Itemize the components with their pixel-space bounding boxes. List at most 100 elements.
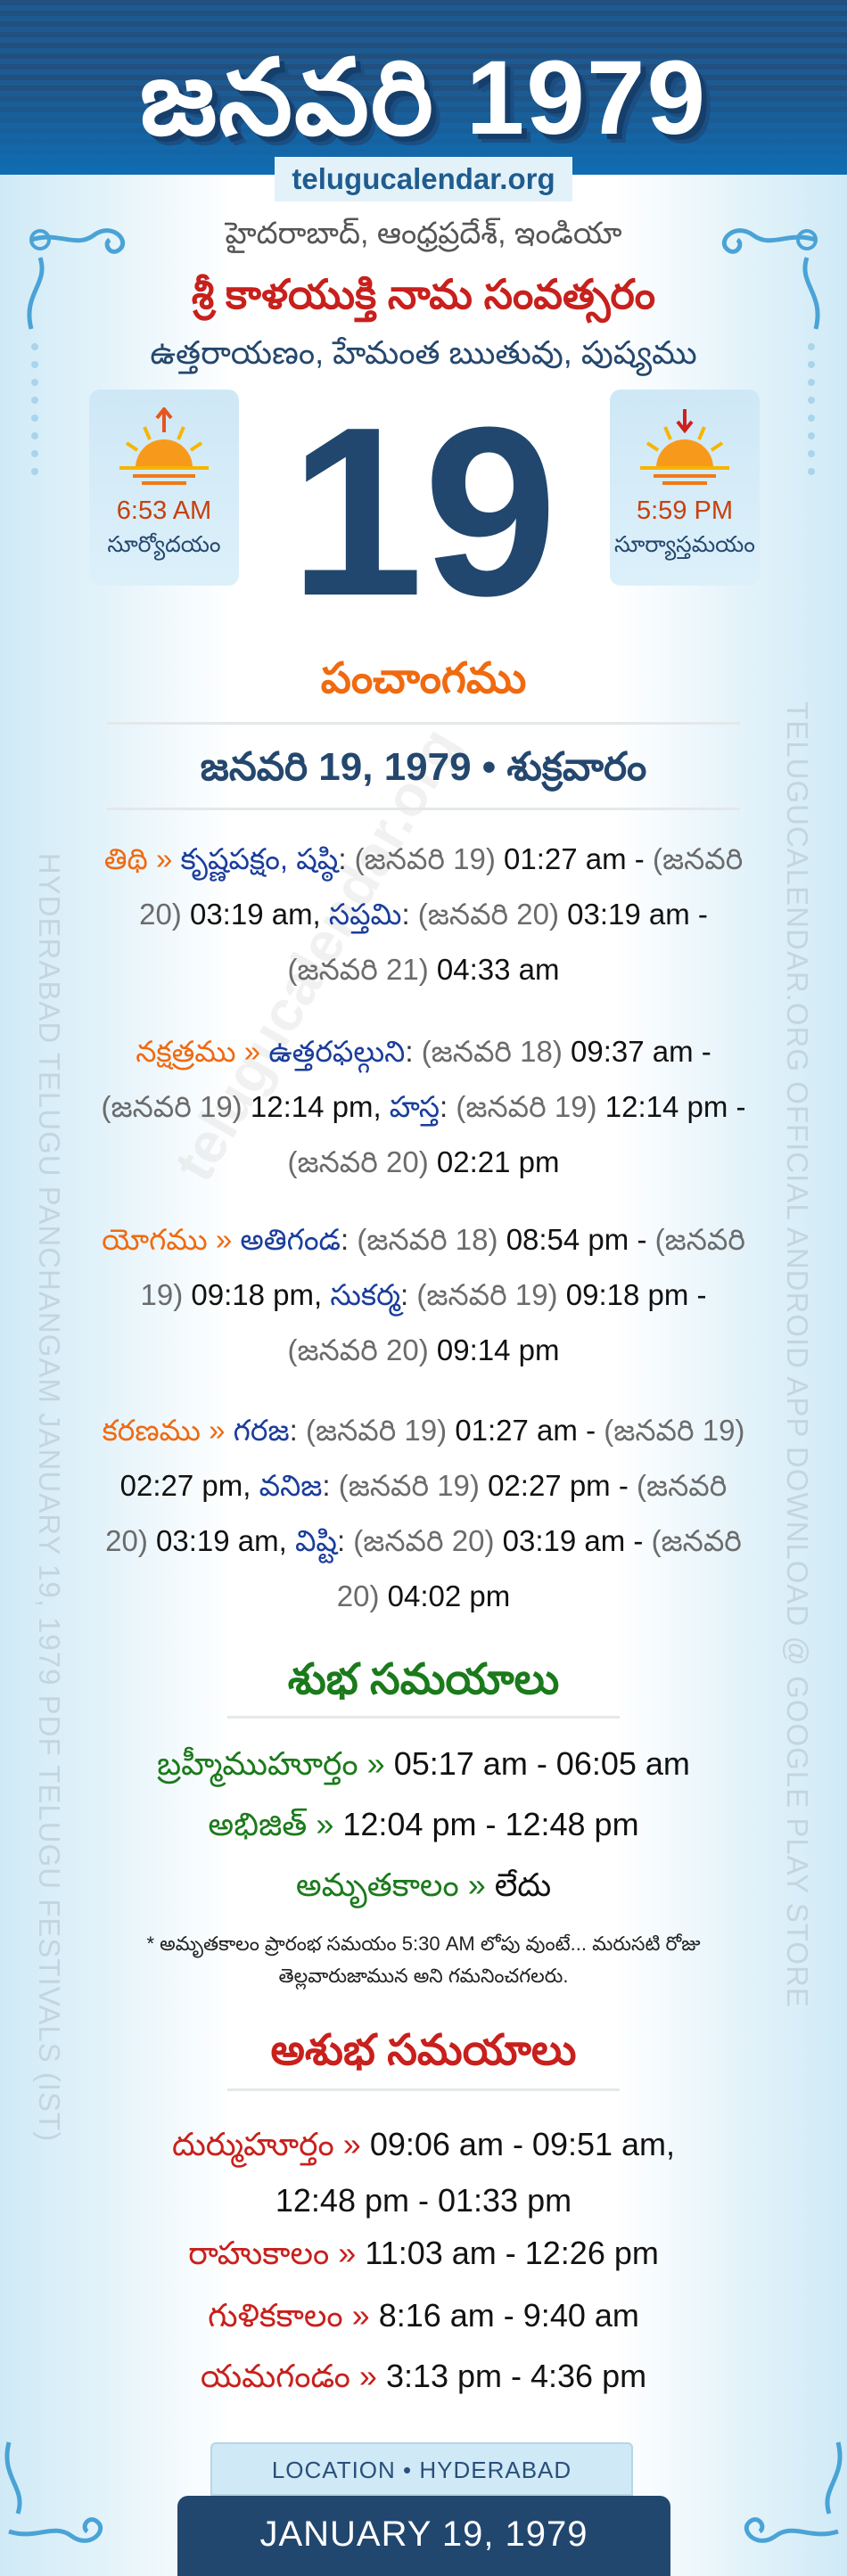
month-year-title: జనవరి 1979	[139, 39, 708, 157]
item-sep: :	[401, 898, 410, 931]
item-date: (జనవరి 20)	[287, 1333, 429, 1366]
panchangam-heading: పంచాంగము	[320, 655, 527, 702]
item-time: 01:27 am -	[504, 842, 645, 875]
item-label: కరణము	[102, 1414, 201, 1447]
item-date: (జనవరి 20)	[287, 1145, 429, 1178]
row-label: రాహుకాలం	[188, 2235, 330, 2271]
item-time: 04:33 am	[436, 953, 560, 986]
item-sep: :	[336, 1524, 346, 1557]
row-label: అభిజిత్	[208, 1806, 308, 1842]
item-date: (జనవరి 19)	[456, 1090, 597, 1123]
row-value: 8:16 am - 9:40 am	[378, 2297, 639, 2334]
item-label: నక్షత్రము	[136, 1035, 236, 1068]
item-arrow: »	[243, 1035, 261, 1068]
ashubha-row-durmuhurtham: దుర్ముహూర్తం » 09:06 am - 09:51 am, 12:48…	[0, 2116, 847, 2228]
item-time: 03:19 am,	[189, 898, 321, 931]
divider	[227, 1716, 620, 1719]
item-time: 09:18 pm,	[191, 1278, 323, 1311]
row-arrow: »	[366, 1745, 385, 1782]
item-sep: :	[340, 1223, 349, 1256]
corner-ornament-icon	[721, 228, 820, 330]
panchangam-item-karanam: కరణము » గరజ: (జనవరి 19) 01:27 am - (జనవర…	[98, 1403, 749, 1624]
row-arrow: »	[358, 2358, 377, 2394]
item-time: 09:37 am -	[571, 1035, 711, 1068]
item-arrow: »	[209, 1414, 226, 1447]
sunrise-card: 6:53 AM సూర్యోదయం	[89, 390, 239, 586]
sunset-card: 5:59 PM సూర్యాస్తమయం	[610, 390, 760, 586]
location-badge: LOCATION • HYDERABAD	[210, 2442, 633, 2496]
item-name: సుకర్మ	[330, 1278, 401, 1311]
item-name: కృష్ణపక్షం, షష్ఠి	[180, 842, 339, 875]
corner-ornament-icon	[4, 2441, 103, 2543]
item-date: (జనవరి 21)	[287, 953, 429, 986]
dot-column-decoration	[31, 343, 40, 486]
shubha-row-amrutha-kalam: అమృతకాలం » లేదు	[0, 1866, 847, 1912]
item-name: సప్తమి	[328, 898, 402, 931]
header-banner	[0, 0, 847, 175]
item-time: 02:21 pm	[436, 1145, 560, 1178]
item-name: హస్త	[389, 1090, 440, 1123]
item-name: వనిజ	[259, 1469, 323, 1502]
item-date: (జనవరి 20)	[139, 842, 744, 931]
item-time: 08:54 pm -	[506, 1223, 647, 1256]
item-name: ఉత్తరఫల్గుని	[268, 1035, 406, 1068]
day-number: 19	[289, 378, 558, 646]
item-time: 03:19 am -	[567, 898, 708, 931]
item-date: (జనవరి 19)	[416, 1278, 558, 1311]
item-time: 12:14 pm -	[604, 1090, 746, 1123]
site-link[interactable]: telugucalendar.org	[275, 157, 572, 201]
item-date: (జనవరి 18)	[421, 1035, 563, 1068]
date-weekday-line: జనవరి 19, 1979 • శుక్రవారం	[200, 745, 647, 789]
shubha-row-abhijit: అభిజిత్ » 12:04 pm - 12:48 pm	[0, 1806, 847, 1851]
item-date: (జనవరి 19)	[354, 842, 496, 875]
row-value: 12:48 pm - 01:33 pm	[275, 2182, 572, 2219]
item-name: గరజ	[233, 1414, 290, 1447]
item-time: 04:02 pm	[387, 1579, 511, 1612]
side-text-left: HYDERABAD TELUGU PANCHANGAM JANUARY 19, …	[33, 852, 66, 2143]
item-date: (జనవరి 18)	[357, 1223, 498, 1256]
row-value: 05:17 am - 06:05 am	[393, 1745, 690, 1782]
item-arrow: »	[215, 1223, 233, 1256]
panchangam-item-nakshatram: నక్షత్రము » ఉత్తరఫల్గుని: (జనవరి 18) 09:…	[98, 1024, 749, 1190]
item-time: 02:27 pm -	[488, 1469, 629, 1502]
item-time: 12:14 pm,	[250, 1090, 382, 1123]
row-arrow: »	[338, 2235, 357, 2271]
item-sep: :	[289, 1414, 298, 1447]
panchangam-item-tithi: తిథి » కృష్ణపక్షం, షష్ఠి: (జనవరి 19) 01:…	[98, 832, 749, 997]
item-date: (జనవరి 20)	[353, 1524, 495, 1557]
sunrise-time: 6:53 AM	[116, 496, 212, 525]
footer-date-bar: JANUARY 19, 1979	[177, 2496, 670, 2576]
row-value: 11:03 am - 12:26 pm	[365, 2235, 659, 2271]
shubha-row-brahma-muhurtham: బ్రహ్మీముహూర్తం » 05:17 am - 06:05 am	[0, 1745, 847, 1791]
row-label: యమగండం	[200, 2358, 350, 2394]
item-date: (జనవరి 20)	[105, 1469, 728, 1557]
item-date: (జనవరి 20)	[336, 1524, 742, 1612]
divider	[227, 2088, 620, 2091]
row-value: 09:06 am - 09:51 am,	[369, 2126, 676, 2162]
corner-ornament-icon	[744, 2441, 843, 2543]
ashubha-row-rahukalam: రాహుకాలం » 11:03 am - 12:26 pm	[0, 2235, 847, 2280]
ashubha-row-gulikakalam: గుళికకాలం » 8:16 am - 9:40 am	[0, 2297, 847, 2342]
item-date: (జనవరి 19)	[140, 1223, 745, 1311]
row-value: 3:13 pm - 4:36 pm	[385, 2358, 647, 2394]
item-date: (జనవరి 19)	[604, 1414, 745, 1447]
item-date: (జనవరి 20)	[417, 898, 559, 931]
dot-column-decoration	[808, 343, 817, 486]
item-sep: :	[338, 842, 347, 875]
ayana-ritu-masa: ఉత్తరాయణం, హేమంత ఋతువు, పుష్యము	[150, 334, 697, 371]
item-date: (జనవరి 19)	[305, 1414, 448, 1447]
item-time: 09:14 pm	[436, 1333, 560, 1366]
location-text: హైదరాబాద్, ఆంధ్రప్రదేశ్, ఇండియా	[225, 217, 622, 250]
panchangam-item-yogam: యోగము » అతిగండ: (జనవరి 18) 08:54 pm - (జ…	[98, 1212, 749, 1378]
item-time: 01:27 am -	[455, 1414, 596, 1447]
row-arrow: »	[342, 2126, 361, 2162]
item-sep: :	[440, 1090, 448, 1123]
row-value: లేదు	[494, 1866, 552, 1903]
ashubha-heading: అశుభ సమయాలు	[270, 2027, 577, 2074]
item-time: 03:19 am,	[156, 1524, 287, 1557]
samvatsaram-title: శ్రీ కాళయుక్తి నామ సంవత్సరం	[191, 271, 656, 317]
item-sep: :	[405, 1035, 414, 1068]
row-value: 12:04 pm - 12:48 pm	[342, 1806, 639, 1842]
sunset-time: 5:59 PM	[637, 496, 733, 525]
item-date: (జనవరి 19)	[101, 1090, 243, 1123]
